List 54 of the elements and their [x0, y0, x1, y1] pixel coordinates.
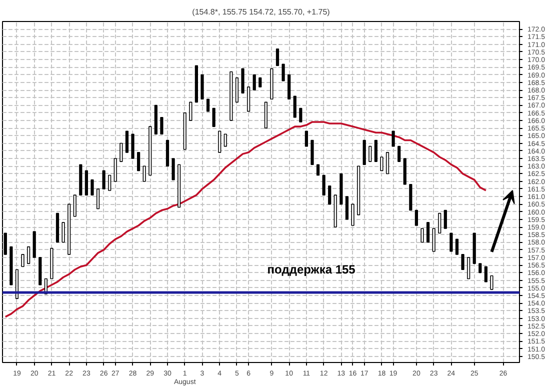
line-series — [4, 121, 487, 318]
candlestick — [258, 77, 262, 88]
candlestick — [345, 196, 349, 220]
candlestick — [276, 48, 280, 66]
candlestick — [328, 186, 332, 205]
chart-title: (154.8*, 155.75 154.72, 155.70, +1.75) — [192, 8, 330, 16]
candlestick — [444, 210, 447, 229]
candlestick — [414, 210, 418, 226]
candlestick — [478, 263, 482, 274]
candlestick — [461, 254, 464, 270]
candlestick — [189, 102, 192, 121]
candlestick — [125, 130, 129, 153]
candlestick — [466, 257, 470, 280]
candlestick — [218, 130, 222, 153]
candlestick — [392, 130, 395, 147]
candlestick — [114, 158, 117, 182]
candlestick — [374, 140, 378, 162]
candlestick — [420, 228, 424, 243]
candlestick — [351, 204, 354, 226]
candlestick — [304, 130, 308, 147]
candlestick — [455, 238, 459, 255]
candlestick — [282, 64, 285, 82]
candlestick — [212, 108, 216, 127]
candlestick — [368, 146, 372, 162]
candlestick — [120, 142, 123, 162]
candlestick — [450, 232, 453, 252]
candlestick — [160, 117, 164, 135]
candlestick — [299, 108, 302, 122]
candlestick — [432, 228, 436, 252]
candlestick — [172, 158, 175, 180]
candlestick — [73, 194, 76, 217]
candlestick — [398, 146, 401, 162]
candlestick — [380, 156, 384, 172]
candlestick — [21, 254, 24, 267]
candlestick — [142, 166, 146, 182]
candlestick — [102, 170, 106, 190]
candlestick — [26, 246, 30, 264]
candlestick — [322, 174, 326, 196]
candlestick — [386, 152, 390, 174]
candlestick — [62, 222, 65, 243]
candlestick — [136, 152, 140, 172]
candlestick — [206, 98, 210, 112]
candlestick — [96, 188, 100, 210]
candlestick — [490, 275, 494, 290]
candlestick — [438, 212, 442, 234]
candlestick — [426, 222, 430, 243]
candlestick — [316, 164, 320, 176]
candlestick — [90, 179, 94, 196]
candlestick — [108, 174, 112, 191]
candlestick — [224, 134, 227, 147]
candlestick — [252, 74, 256, 90]
ref-line-label: поддержка 155 — [267, 262, 356, 276]
candlestick — [484, 266, 488, 282]
candlestick — [293, 96, 296, 118]
